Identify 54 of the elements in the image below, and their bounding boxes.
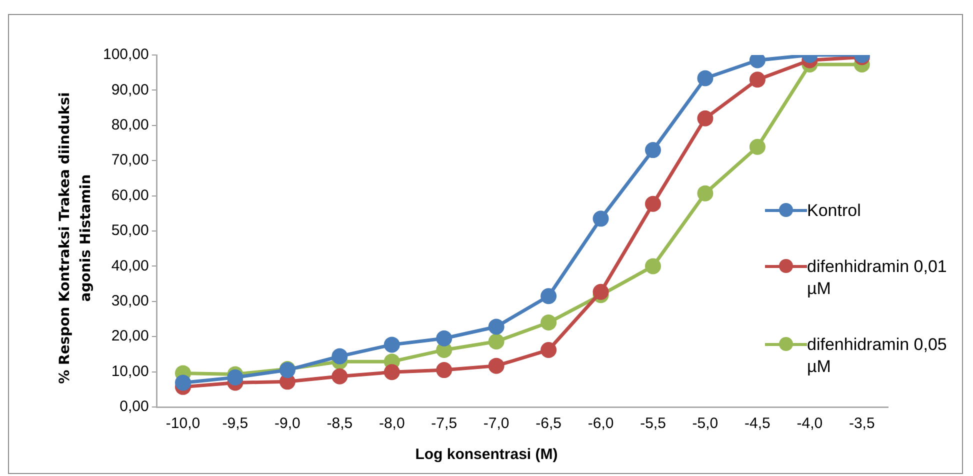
point bbox=[436, 330, 452, 346]
x-tick-label: -3,5 bbox=[848, 415, 875, 432]
x-tick-label: -8,0 bbox=[378, 415, 405, 432]
x-tick-label: -4,5 bbox=[744, 415, 770, 432]
point bbox=[697, 185, 714, 202]
x-tick-label: -7,0 bbox=[483, 415, 510, 432]
point bbox=[644, 258, 661, 274]
y-tick-label: 20,00 bbox=[111, 328, 149, 345]
point bbox=[488, 318, 504, 335]
point bbox=[384, 364, 400, 380]
point bbox=[697, 70, 714, 86]
x-tick-label: -4,0 bbox=[796, 415, 823, 432]
point bbox=[436, 362, 452, 378]
y-tick-label: 40,00 bbox=[111, 257, 149, 274]
point bbox=[488, 358, 504, 374]
point bbox=[384, 336, 400, 353]
x-tick-label: -9,5 bbox=[222, 415, 248, 432]
x-tick-label: -10,0 bbox=[166, 415, 200, 432]
y-tick-label: 90,00 bbox=[111, 81, 149, 98]
x-tick-label: -6,5 bbox=[536, 415, 562, 432]
x-tick-label: -5,5 bbox=[640, 415, 666, 432]
point bbox=[332, 368, 348, 384]
x-tick-label: -6,0 bbox=[588, 415, 614, 432]
legend-label: difenhidramin 0,01 µM bbox=[807, 256, 948, 300]
point bbox=[540, 288, 557, 304]
point bbox=[749, 72, 766, 88]
point bbox=[227, 369, 244, 386]
x-tick-label: -7,5 bbox=[431, 415, 458, 432]
y-tick-label: 60,00 bbox=[111, 186, 149, 204]
y-tick-label: 0,00 bbox=[120, 398, 149, 416]
point bbox=[540, 342, 557, 358]
point bbox=[592, 284, 609, 300]
y-tick-label: 100,00 bbox=[102, 46, 149, 64]
x-tick-label: -5,0 bbox=[692, 415, 718, 432]
x-tick-label: -8,5 bbox=[326, 415, 353, 432]
x-axis-title: Log konsentrasi (M) bbox=[414, 446, 559, 463]
point bbox=[540, 314, 557, 331]
point bbox=[592, 210, 609, 227]
point bbox=[697, 110, 714, 126]
y-axis-title: % Respon Kontraksi Trakea diinduksi agonis Histamin bbox=[56, 91, 95, 386]
y-tick-label: 80,00 bbox=[111, 116, 149, 134]
x-tick-label: -9,0 bbox=[274, 415, 300, 432]
legend-label: Kontrol bbox=[807, 200, 862, 222]
point bbox=[488, 334, 504, 350]
y-tick-label: 50,00 bbox=[111, 222, 149, 240]
point bbox=[332, 348, 348, 364]
legend-label: difenhidramin 0,05 µM bbox=[807, 334, 948, 378]
y-tick-label: 10,00 bbox=[111, 362, 149, 380]
point bbox=[644, 196, 661, 212]
point bbox=[174, 374, 191, 391]
point bbox=[749, 138, 766, 155]
y-tick-label: 30,00 bbox=[111, 292, 149, 310]
point bbox=[644, 142, 661, 158]
y-tick-label: 70,00 bbox=[111, 152, 149, 169]
